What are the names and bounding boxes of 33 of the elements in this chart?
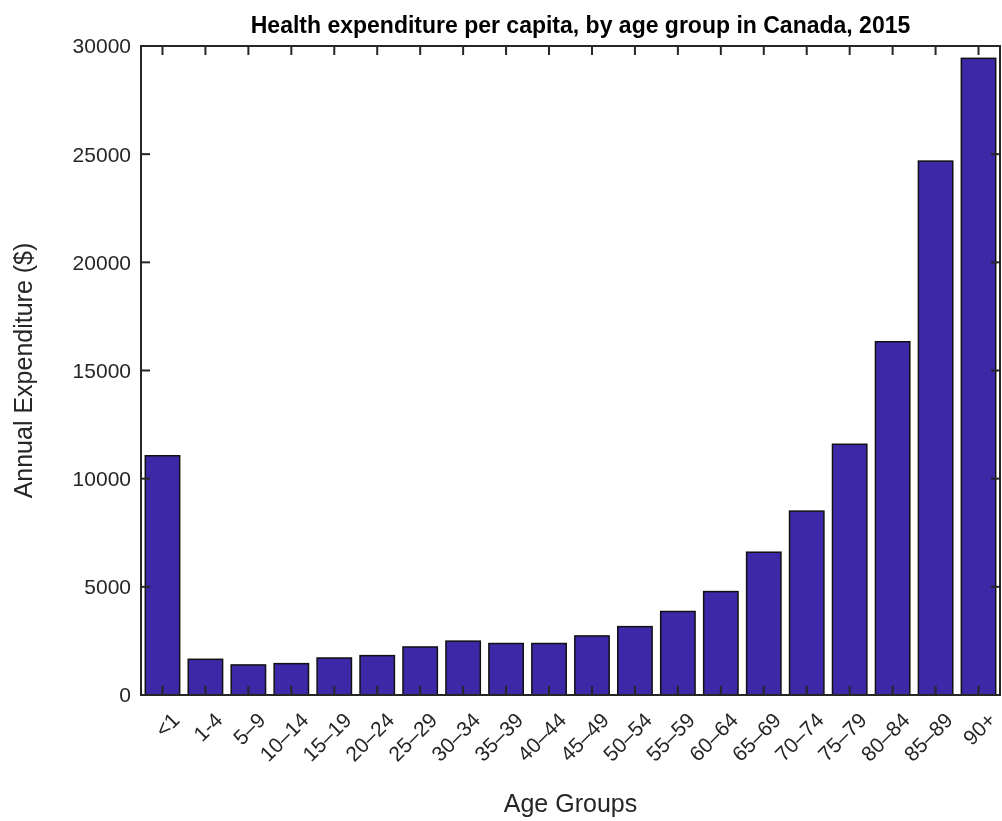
bar [960,57,997,696]
bar [745,551,782,696]
x-tick-label: 1-4 [188,707,227,746]
bar [316,657,353,696]
bar [788,510,825,696]
y-tick-label: 20000 [72,250,131,274]
x-tick-label: 90+ [958,707,1000,750]
bar [574,635,610,696]
x-axis-title: Age Groups [503,789,638,817]
bar [273,662,310,696]
bar [917,160,954,696]
y-tick-label: 5000 [84,575,131,599]
bar [831,443,868,696]
bar [488,642,525,696]
bar [659,610,696,696]
chart-title: Health expenditure per capita, by age group in Canada, 2015 [250,12,911,38]
y-tick-label: 30000 [72,34,131,58]
x-tick-label: <1 [150,707,184,742]
y-axis-title: Annual Expenditure ($) [9,242,37,499]
y-tick-label: 10000 [72,467,131,491]
bar [531,642,567,696]
y-tick-label: 25000 [72,142,131,166]
bar [874,340,911,696]
y-tick-label: 0 [119,683,131,707]
bar [445,640,482,696]
bar [144,454,181,696]
bar [230,664,267,696]
bar [359,654,396,696]
bar [402,646,439,696]
y-tick-label: 15000 [72,358,131,382]
bar [702,590,739,696]
bar [187,658,224,696]
bar [617,625,653,696]
